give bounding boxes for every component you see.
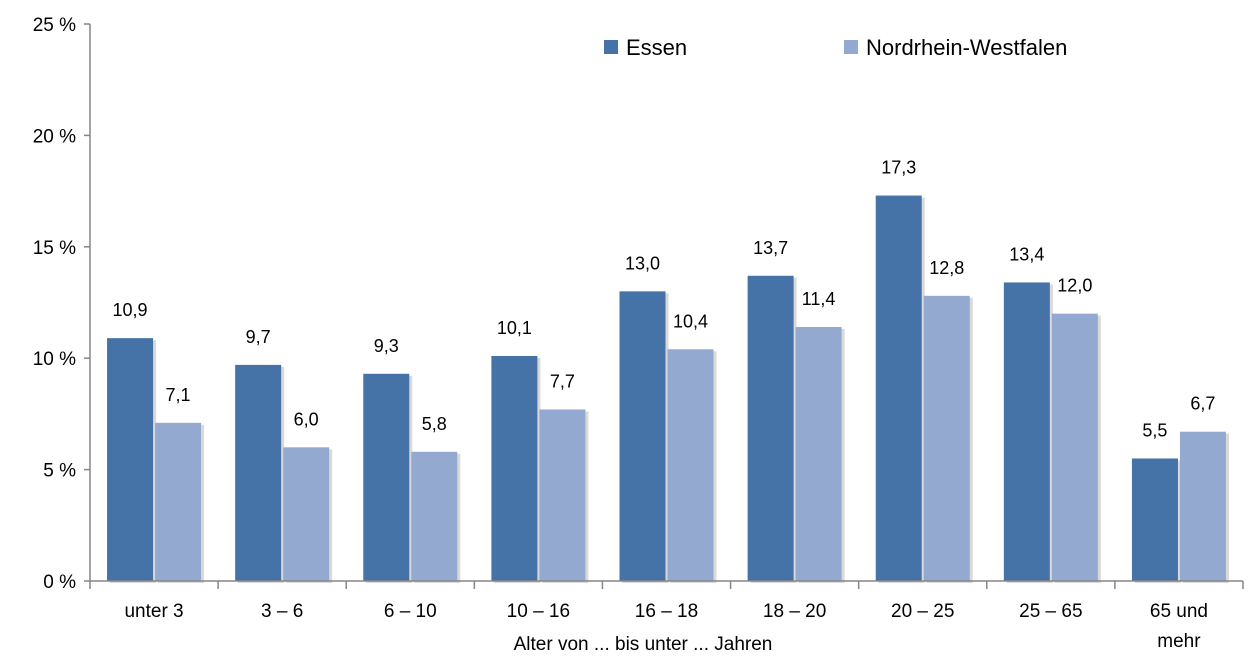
x-tick-label: 10 – 16 (507, 601, 570, 622)
bar-essen-7 (1003, 282, 1050, 581)
axis-layer: 0 % 5 % 10 % 15 % 20 % 25 % unter 3 3 – 6 6 – 10… (33, 15, 1244, 652)
y-tick-label: 10 % (33, 349, 76, 370)
bars-layer (107, 195, 1229, 583)
bar-essen-5 (747, 275, 794, 581)
data-label: 13,7 (753, 238, 788, 258)
y-tick-label: 20 % (33, 126, 76, 147)
x-tick-label: 6 – 10 (384, 601, 437, 622)
x-tick-label: 3 – 6 (261, 601, 303, 622)
data-label: 13,0 (625, 253, 660, 273)
data-label: 5,8 (422, 414, 447, 434)
data-label: 13,4 (1009, 244, 1044, 264)
x-axis-title: Alter von ... bis unter ... Jahren (514, 634, 773, 655)
x-tick-label: 20 – 25 (891, 601, 954, 622)
data-label: 9,7 (246, 327, 271, 347)
legend: Essen Nordrhein-Westfalen (604, 35, 1067, 60)
legend-label-nrw: Nordrhein-Westfalen (866, 35, 1067, 60)
data-label: 11,4 (802, 289, 836, 309)
data-label: 10,4 (673, 311, 708, 331)
x-tick-label: unter 3 (124, 601, 183, 622)
data-label: 7,1 (166, 385, 191, 405)
bar-essen-0 (107, 338, 154, 581)
bar-essen-1 (235, 364, 282, 581)
data-label: 7,7 (550, 371, 575, 391)
data-label: 5,5 (1142, 420, 1167, 440)
data-label: 12,0 (1057, 276, 1092, 296)
bar-nrw-1 (283, 447, 330, 581)
bar-nrw-8 (1179, 431, 1226, 581)
data-label: 17,3 (881, 158, 916, 178)
y-tick-label: 25 % (33, 15, 76, 36)
data-label: 12,8 (929, 258, 964, 278)
legend-swatch-nrw (844, 40, 858, 54)
x-tick-label: 25 – 65 (1019, 601, 1082, 622)
y-tick-label: 0 % (43, 572, 76, 593)
x-tick-label: 16 – 18 (635, 601, 698, 622)
bar-nrw-5 (795, 327, 842, 581)
bar-essen-8 (1131, 458, 1178, 581)
bar-essen-3 (491, 355, 538, 581)
x-tick-label: 65 und (1150, 601, 1208, 622)
data-label: 6,7 (1190, 394, 1215, 414)
data-label: 10,9 (113, 300, 148, 320)
data-label: 6,0 (294, 409, 319, 429)
bar-nrw-7 (1051, 313, 1098, 581)
legend-label-essen: Essen (626, 35, 687, 60)
bar-nrw-6 (923, 295, 970, 581)
bar-essen-6 (875, 195, 922, 581)
y-tick-label: 15 % (33, 238, 76, 259)
bar-nrw-2 (411, 451, 458, 581)
data-labels-layer: 10,9 9,7 9,3 10,1 13,0 13,7 17,3 13,4 5,5 7,1 6,0 5… (113, 158, 1216, 441)
x-tick-label: mehr (1157, 631, 1201, 652)
data-label: 9,3 (374, 336, 399, 356)
bar-nrw-3 (539, 409, 586, 581)
data-label: 10,1 (497, 318, 532, 338)
bar-nrw-0 (155, 422, 202, 581)
bar-nrw-4 (667, 349, 714, 581)
legend-swatch-essen (604, 40, 618, 54)
y-tick-label: 5 % (43, 461, 76, 482)
bar-essen-4 (619, 291, 666, 581)
x-tick-label: 18 – 20 (763, 601, 826, 622)
bar-essen-2 (363, 373, 410, 581)
